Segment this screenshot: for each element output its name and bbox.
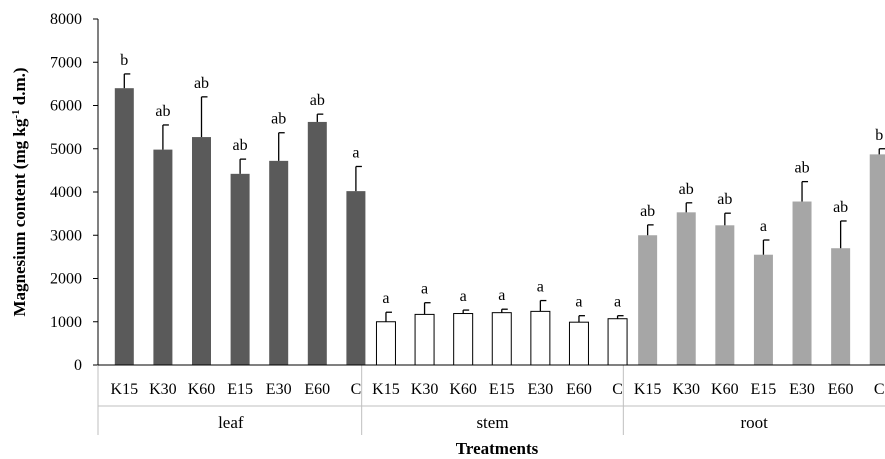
x-tick-label: E15 xyxy=(751,381,777,398)
bar xyxy=(715,225,735,365)
bar xyxy=(375,321,396,366)
y-axis-title: Magnesium content (mg kg-1 d.m.) xyxy=(10,67,29,316)
bar xyxy=(568,321,589,366)
bar xyxy=(869,154,885,365)
group-label: root xyxy=(740,413,768,432)
bar xyxy=(307,121,327,365)
group-label: stem xyxy=(476,413,508,432)
significance-label: b xyxy=(875,127,883,144)
bar xyxy=(491,312,512,366)
x-tick-label: E15 xyxy=(489,381,515,398)
x-tick-label: K30 xyxy=(149,381,177,398)
x-tick-label: K15 xyxy=(372,381,400,398)
bar xyxy=(414,313,435,366)
y-tick-label: 5000 xyxy=(50,141,82,158)
bar xyxy=(607,318,628,366)
x-tick-label: K60 xyxy=(188,381,216,398)
bar xyxy=(153,149,173,365)
x-tick-label: C xyxy=(874,381,885,398)
x-tick-label: E60 xyxy=(566,381,592,398)
x-tick-label: C xyxy=(612,381,623,398)
group-labels: leaf stem root xyxy=(218,413,768,432)
bar xyxy=(638,235,658,365)
significance-label: a xyxy=(352,144,359,161)
significance-label: ab xyxy=(194,75,209,92)
significance-label: ab xyxy=(310,92,325,109)
significance-label: b xyxy=(120,52,128,69)
significance-label: a xyxy=(421,281,428,298)
bar xyxy=(676,212,696,365)
bar xyxy=(792,201,812,365)
x-tick-label: K30 xyxy=(411,381,439,398)
x-tick-label: E30 xyxy=(527,381,553,398)
y-axis-title-end: d.m.) xyxy=(10,67,29,109)
significance-label: a xyxy=(760,218,767,235)
significance-label: a xyxy=(382,290,389,307)
x-tick-label: E30 xyxy=(266,381,292,398)
x-tick-label: C xyxy=(351,381,362,398)
x-axis-tick-labels: K15 K30 K60 E15 E30 E60 C K15 K30 K60 E15 E30 E60 C K1… xyxy=(111,381,885,398)
bar-marks xyxy=(114,88,885,366)
error-bars xyxy=(123,73,885,323)
y-axis-ticks: 0 1000 2000 3000 4000 5000 6000 7000 8000 xyxy=(50,11,98,374)
y-tick-label: 0 xyxy=(74,357,82,374)
bar xyxy=(269,160,289,365)
bar xyxy=(753,254,773,365)
y-tick-label: 6000 xyxy=(50,98,82,115)
x-tick-label: E15 xyxy=(227,381,253,398)
y-tick-label: 2000 xyxy=(50,271,82,288)
bar xyxy=(530,310,551,366)
x-tick-label: K60 xyxy=(711,381,739,398)
bar xyxy=(831,248,851,365)
y-tick-label: 4000 xyxy=(50,184,82,201)
y-axis-title-main: Magnesium content (mg kg xyxy=(10,118,29,316)
significance-label: a xyxy=(614,294,621,311)
significance-label: ab xyxy=(155,103,170,120)
svg-text:Magnesium content (mg kg-1 d.m: Magnesium content (mg kg-1 d.m.) xyxy=(10,67,29,316)
y-tick-label: 7000 xyxy=(50,54,82,71)
significance-label: ab xyxy=(833,199,848,216)
x-tick-label: K30 xyxy=(672,381,700,398)
y-tick-label: 1000 xyxy=(50,314,82,331)
significance-label: ab xyxy=(794,160,809,177)
significance-label: ab xyxy=(233,137,248,154)
significance-label: a xyxy=(575,294,582,311)
bar xyxy=(230,173,250,365)
significance-label: a xyxy=(498,287,505,304)
significance-label: ab xyxy=(717,191,732,208)
bar xyxy=(346,191,366,365)
bar xyxy=(192,137,211,365)
significance-label: ab xyxy=(679,181,694,198)
significance-label: a xyxy=(537,279,544,296)
bar xyxy=(114,88,134,365)
y-tick-label: 3000 xyxy=(50,227,82,244)
significance-labels: b ab ab ab ab ab a a a a a a a a ab ab ab a ab ab b xyxy=(120,52,883,311)
y-tick-label: 8000 xyxy=(50,11,82,28)
axes xyxy=(97,19,885,435)
y-axis-title-sup: -1 xyxy=(10,110,22,119)
significance-label: ab xyxy=(640,203,655,220)
x-tick-label: E30 xyxy=(789,381,815,398)
x-tick-label: K60 xyxy=(449,381,477,398)
x-tick-label: E60 xyxy=(304,381,330,398)
significance-label: ab xyxy=(271,111,286,128)
x-axis-title: Treatments xyxy=(456,439,539,458)
x-tick-label: K15 xyxy=(634,381,662,398)
group-label: leaf xyxy=(218,413,244,432)
bar xyxy=(453,313,474,366)
x-tick-label: K15 xyxy=(111,381,139,398)
significance-label: a xyxy=(460,288,467,305)
x-tick-label: E60 xyxy=(828,381,854,398)
